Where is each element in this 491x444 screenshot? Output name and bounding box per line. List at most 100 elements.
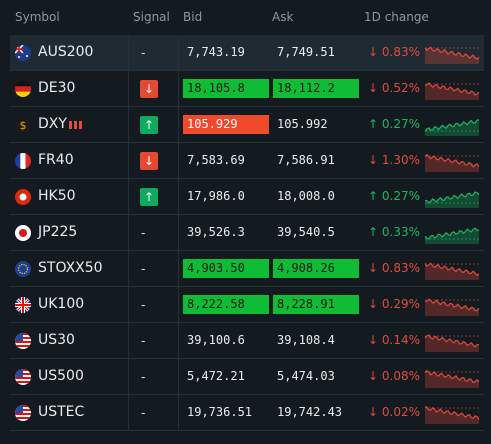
signal-down-badge[interactable]: ↓ [140,152,158,170]
table-row[interactable]: US30 - 39,100.6 39,108.4 ↓ 0.14% [10,323,484,359]
sparkline-chart [423,150,481,176]
ask-price-button[interactable]: 18,008.0 [273,187,359,206]
bid-price-button[interactable]: 18,105.8 [183,79,269,98]
column-divider [128,251,129,287]
signal-up-badge[interactable]: ↑ [140,116,158,134]
column-divider [128,359,129,395]
column-divider [178,251,179,287]
symbol-label[interactable]: STOXX50 [38,260,103,276]
sparkline-chart [423,42,481,68]
ask-value: 7,586.91 [277,153,335,167]
bid-value: 4,903.50 [187,261,245,275]
dollar-icon: $ [15,117,31,133]
ask-value: 39,540.5 [277,225,335,239]
flag-jp-icon [15,225,31,241]
symbol-label[interactable]: FR40 [38,152,74,168]
ask-price-button[interactable]: 39,540.5 [273,223,359,242]
signal-down-badge[interactable]: ↓ [140,80,158,98]
flag-us-icon [15,369,31,385]
bid-price-button[interactable]: 39,526.3 [183,223,269,242]
bid-price-button[interactable]: 7,583.69 [183,151,269,170]
bid-value: 17,986.0 [187,189,245,203]
ask-price-button[interactable]: 18,112.2 [273,79,359,98]
flag-uk-icon [15,297,31,313]
ask-value: 19,742.43 [277,405,343,419]
ask-price-button[interactable]: 105.992 [273,115,359,134]
column-divider [128,215,129,251]
flag-fr-icon [15,153,31,169]
signal-none: - [141,226,146,240]
symbol-label[interactable]: UK100 [38,296,85,312]
signal-none: - [141,370,146,384]
signal-up-badge[interactable]: ↑ [140,188,158,206]
ask-price-button[interactable]: 7,749.51 [273,43,359,62]
table-row[interactable]: JP225 - 39,526.3 39,540.5 ↑ 0.33% [10,215,484,251]
signal-none: - [141,334,146,348]
change-percent: ↓ 0.52% [368,81,420,95]
symbol-label[interactable]: DXY [38,116,67,132]
flag-hk-icon [15,189,31,205]
signal-none: - [141,262,146,276]
change-percent: ↓ 0.29% [368,297,420,311]
header-symbol[interactable]: Symbol [15,10,60,24]
column-divider [178,35,179,71]
bid-price-button[interactable]: 8,222.58 [183,295,269,314]
symbol-label[interactable]: AUS200 [38,44,94,60]
signal-none: - [141,298,146,312]
ask-value: 39,108.4 [277,333,335,347]
table-header: Symbol Signal Bid Ask 1D change [0,0,491,34]
change-percent: ↑ 0.27% [368,189,420,203]
signal-none: - [141,406,146,420]
ask-price-button[interactable]: 39,108.4 [273,331,359,350]
table-row[interactable]: AUS200 - 7,743.19 7,749.51 ↓ 0.83% [10,35,484,71]
sparkline-chart [423,402,481,428]
change-percent: ↓ 0.83% [368,261,420,275]
header-bid[interactable]: Bid [183,10,203,24]
table-row[interactable]: HK50 ↑ 17,986.0 18,008.0 ↑ 0.27% [10,179,484,215]
symbol-label[interactable]: USTEC [38,404,85,420]
header-ask[interactable]: Ask [272,10,294,24]
header-signal[interactable]: Signal [133,10,170,24]
signal-none: - [141,46,146,60]
table-row[interactable]: $ DXY ↑ 105.929 105.992 ↑ 0.27% [10,107,484,143]
bid-value: 105.929 [187,117,238,131]
ask-value: 18,112.2 [277,81,335,95]
ask-value: 105.992 [277,117,328,131]
ask-price-button[interactable]: 8,228.91 [273,295,359,314]
ask-price-button[interactable]: 5,474.03 [273,367,359,386]
bid-price-button[interactable]: 19,736.51 [183,403,269,422]
column-divider [128,323,129,359]
table-row[interactable]: FR40 ↓ 7,583.69 7,586.91 ↓ 1.30% [10,143,484,179]
bid-price-button[interactable]: 5,472.21 [183,367,269,386]
change-percent: ↑ 0.33% [368,225,420,239]
ask-price-button[interactable]: 19,742.43 [273,403,359,422]
bid-price-button[interactable]: 39,100.6 [183,331,269,350]
bid-price-button[interactable]: 7,743.19 [183,43,269,62]
table-row[interactable]: US500 - 5,472.21 5,474.03 ↓ 0.08% [10,359,484,395]
bid-value: 8,222.58 [187,297,245,311]
column-divider [128,143,129,179]
symbol-label[interactable]: DE30 [38,80,76,96]
column-divider [178,395,179,431]
sparkline-chart [423,222,481,248]
column-divider [178,359,179,395]
ask-price-button[interactable]: 7,586.91 [273,151,359,170]
symbol-label[interactable]: JP225 [38,224,78,240]
bid-price-button[interactable]: 17,986.0 [183,187,269,206]
table-row[interactable]: USTEC - 19,736.51 19,742.43 ↓ 0.02% [10,395,484,431]
table-row[interactable]: STOXX50 - 4,903.50 4,908.26 ↓ 0.83% [10,251,484,287]
column-divider [128,71,129,107]
table-row[interactable]: UK100 - 8,222.58 8,228.91 ↓ 0.29% [10,287,484,323]
sparkline-chart [423,186,481,212]
table-row[interactable]: DE30 ↓ 18,105.8 18,112.2 ↓ 0.52% [10,71,484,107]
bid-price-button[interactable]: 105.929 [183,115,269,134]
header-change[interactable]: 1D change [364,10,429,24]
symbol-label[interactable]: US500 [38,368,84,384]
bid-price-button[interactable]: 4,903.50 [183,259,269,278]
flag-de-icon [15,81,31,97]
symbol-label[interactable]: US30 [38,332,75,348]
symbol-label[interactable]: HK50 [38,188,76,204]
ask-value: 4,908.26 [277,261,335,275]
ask-price-button[interactable]: 4,908.26 [273,259,359,278]
sparkline-chart [423,366,481,392]
